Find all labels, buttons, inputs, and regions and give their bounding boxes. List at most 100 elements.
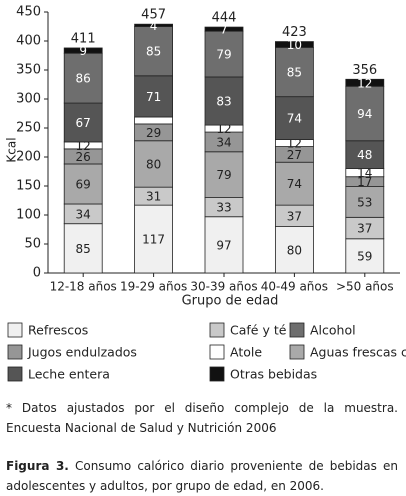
bar-segment — [345, 85, 385, 142]
data-label: 10 — [287, 38, 302, 52]
y-tick-label: 50 — [24, 237, 41, 252]
total-label: 457 — [141, 8, 166, 23]
data-label: 71 — [146, 90, 161, 104]
bar-segment — [134, 75, 174, 118]
y-tick-label: 400 — [16, 34, 41, 49]
x-tick-label: 19-29 años — [120, 280, 187, 294]
y-tick-label: 150 — [16, 179, 41, 194]
data-label: 12 — [76, 139, 91, 153]
bar-segment — [274, 41, 314, 48]
bar-segment — [345, 78, 385, 87]
data-label: 83 — [216, 95, 231, 109]
bar-segment — [63, 47, 103, 54]
footnote: * Datos ajustados por el diseño complejo… — [6, 401, 398, 435]
total-label: 423 — [282, 25, 307, 40]
data-label: 48 — [357, 148, 372, 162]
data-label: 85 — [287, 66, 302, 80]
bar-segment — [63, 52, 103, 104]
bar-segment — [63, 223, 103, 274]
y-tick-label: 300 — [16, 92, 41, 107]
data-label: 80 — [287, 243, 302, 257]
caption-text: Consumo calórico diario proveniente de b… — [6, 459, 398, 493]
bar-segment — [134, 204, 174, 274]
bar-segment — [274, 226, 314, 274]
data-label: 69 — [76, 177, 91, 191]
legend-label: Jugos endulzados — [27, 345, 137, 360]
legend-swatch — [209, 344, 225, 360]
data-label: 67 — [76, 116, 91, 130]
legend-label: Otras bebidas — [230, 367, 317, 382]
data-label: 74 — [287, 177, 302, 191]
chart: Kcal Grupo de edad 0 50 100 150 200 250 300 350… — [5, 5, 406, 382]
data-label: 86 — [76, 72, 91, 86]
bar-segment — [134, 116, 174, 125]
caption-label: Figura 3. — [6, 459, 69, 473]
legend-label: Alcohol — [310, 323, 356, 338]
data-label: 34 — [76, 207, 91, 221]
data-label: 59 — [357, 249, 372, 263]
data-label: 14 — [357, 166, 372, 180]
data-label: 53 — [357, 195, 372, 209]
y-tick-label: 0 — [33, 266, 41, 281]
data-label: 85 — [146, 45, 161, 59]
data-label: 85 — [76, 242, 91, 256]
x-tick-label: 30-39 años — [190, 280, 257, 294]
legend-swatch — [209, 322, 225, 338]
data-label: 26 — [76, 150, 91, 164]
legend-swatch — [7, 322, 23, 338]
data-label: 17 — [357, 175, 372, 189]
data-label: 74 — [287, 112, 302, 126]
data-label: 4 — [150, 19, 158, 33]
legend-swatch — [289, 322, 305, 338]
bar-segment — [345, 140, 385, 169]
bar-segment — [345, 186, 385, 218]
data-label: 97 — [216, 238, 231, 252]
data-label: 9 — [79, 44, 87, 58]
data-label: 27 — [287, 148, 302, 162]
legend-label: Refrescos — [28, 323, 88, 338]
bar-segment — [134, 140, 174, 188]
data-label: 12 — [357, 76, 372, 90]
data-label: 12 — [287, 137, 302, 151]
data-label: 37 — [287, 209, 302, 223]
legend-label: Leche entera — [28, 367, 110, 382]
bar-segment — [204, 216, 244, 274]
bar-segment — [63, 102, 103, 143]
x-tick-label: >50 años — [336, 280, 394, 294]
bar-segment — [134, 26, 174, 77]
x-tick-label: 40-49 años — [261, 280, 328, 294]
y-tick-label: 200 — [16, 150, 41, 165]
data-label: 37 — [357, 222, 372, 236]
data-label: 31 — [146, 190, 161, 204]
x-tick-label: 12-18 años — [50, 280, 117, 294]
data-label: 7 — [220, 23, 228, 37]
data-label: 33 — [216, 201, 231, 215]
legend-swatch — [289, 344, 305, 360]
bar-segment — [204, 76, 244, 126]
data-label: 94 — [357, 107, 372, 121]
y-tick-label: 250 — [16, 121, 41, 136]
caption: Figura 3. Consumo calórico diario proven… — [6, 456, 398, 496]
total-label: 444 — [212, 11, 237, 26]
bar-segment — [274, 96, 314, 140]
bar-segment — [204, 30, 244, 78]
data-label: 29 — [146, 126, 161, 140]
data-label: 34 — [216, 135, 231, 149]
legend-swatch — [7, 366, 23, 382]
total-label: 411 — [71, 31, 96, 46]
y-tick-label: 350 — [16, 63, 41, 78]
legend-swatch — [209, 366, 225, 382]
x-axis-label: Grupo de edad — [182, 294, 279, 309]
data-label: 79 — [216, 168, 231, 182]
legend-label: Atole — [230, 345, 262, 360]
bar-segment — [274, 46, 314, 98]
y-tick-label: 100 — [16, 208, 41, 223]
data-label: 80 — [146, 157, 161, 171]
bar-segment — [63, 163, 103, 205]
y-tick-label: 450 — [16, 5, 41, 20]
data-label: 117 — [142, 233, 165, 247]
data-label: 79 — [216, 48, 231, 62]
data-label: 12 — [216, 122, 231, 136]
bar-segment — [274, 161, 314, 206]
legend-swatch — [7, 344, 23, 360]
